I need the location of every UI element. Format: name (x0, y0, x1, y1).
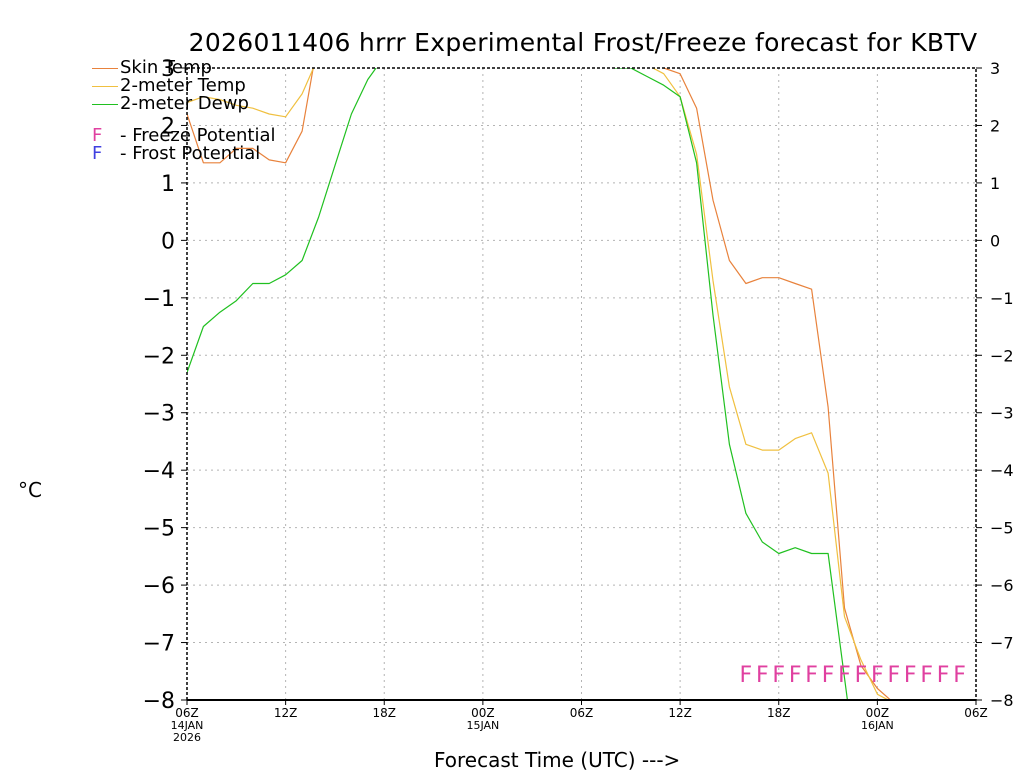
chart-title-text: 2026011406 hrrr Experimental Frost/Freez… (188, 28, 978, 57)
freeze-potential-mark: F (904, 663, 917, 688)
plot-frame (181, 67, 982, 705)
y-tick-label-right: −2 (990, 346, 1014, 365)
legend-item-2m-dewp: 2-meter Dewp (92, 95, 276, 113)
2m-temp-swatch (92, 85, 118, 87)
freeze-potential-mark: F (953, 663, 966, 688)
2m-dewp-swatch (92, 103, 118, 105)
plot-border (186, 67, 977, 701)
x-tick-label: 18Z (767, 706, 791, 720)
y-tick-label-right: −3 (990, 404, 1014, 423)
y-tick-label-left: 2 (161, 114, 175, 139)
frost-letter: F (92, 143, 103, 164)
series-line-2-meter-temp (187, 68, 890, 700)
x-tick-label: 06Z (175, 706, 199, 720)
x-axis-label: Forecast Time (UTC) ---> (434, 748, 681, 772)
x-tick-label: 00Z (866, 706, 890, 720)
x-tick-label: 12Z (274, 706, 298, 720)
y-tick-label-left: −7 (143, 632, 175, 657)
y-tick-label-right: −5 (990, 519, 1014, 538)
freeze-potential-mark: F (855, 663, 868, 688)
y-tick-label-right: −1 (990, 289, 1014, 308)
legend-label-2m-dewp: 2-meter Dewp (120, 93, 249, 114)
freeze-potential-mark: F (887, 663, 900, 688)
y-tick-label-right: −7 (990, 634, 1014, 653)
legend-label-2m-temp: 2-meter Temp (120, 75, 246, 96)
y-tick-label-left: −6 (143, 574, 175, 599)
x-tick-label: 00Z (471, 706, 495, 720)
x-tick-label: 18Z (373, 706, 397, 720)
y-tick-label-right: 3 (990, 59, 1000, 78)
y-tick-label-right: 2 (990, 116, 1000, 135)
legend-label-skin-temp: Skin Temp (120, 57, 212, 78)
chart-title: 2026011406 hrrr Experimental Frost/Freez… (0, 28, 1024, 57)
freeze-potential-mark: F (822, 663, 835, 688)
legend-item-2m-temp: 2-meter Temp (92, 77, 276, 95)
series-line-2-meter-dewp (187, 68, 849, 700)
freeze-potential-mark: F (871, 663, 884, 688)
freeze-potential-mark: F (805, 663, 818, 688)
y-tick-label-left: −5 (143, 517, 175, 542)
y-tick-label-right: −4 (990, 461, 1014, 480)
x-tick-label: 12Z (668, 706, 692, 720)
y-tick-label-left: −3 (143, 402, 175, 427)
legend: Skin Temp 2-meter Temp 2-meter Dewp F - F… (92, 59, 276, 163)
y-tick-label-right: −8 (990, 691, 1014, 710)
y-tick-label-left: −8 (143, 689, 175, 714)
x-tick-label: 14JAN (171, 719, 204, 732)
skin-temp-swatch (92, 67, 118, 69)
freeze-potential-mark: F (838, 663, 851, 688)
freeze-potential-mark: F (756, 663, 769, 688)
x-tick-label: 06Z (964, 706, 988, 720)
legend-item-frost: F - Frost Potential (92, 145, 276, 163)
legend-item-freeze: F - Freeze Potential (92, 127, 276, 145)
legend-label-freeze: - Freeze Potential (120, 125, 276, 146)
x-tick-label: 16JAN (861, 719, 894, 732)
freeze-letter: F (92, 125, 103, 146)
series-line-skin-temp (187, 68, 892, 700)
y-tick-label-right: −6 (990, 576, 1014, 595)
freeze-potential-mark: F (772, 663, 785, 688)
y-tick-label-left: −1 (143, 287, 175, 312)
x-tick-label: 15JAN (466, 719, 499, 732)
y-tick-label-left: 0 (161, 229, 175, 254)
y-tick-label-left: 3 (161, 57, 175, 82)
x-tick-label: 2026 (173, 731, 201, 744)
y-tick-label-left: −4 (143, 459, 175, 484)
tick-labels-layer: −8 −8 −7 −7 −6 −6 −5 −5 −4 −4 −3 −3 −2 −2 −1 −1 0 0 1 1 2 2 3 3… (143, 57, 1014, 744)
series-layer (187, 68, 892, 700)
legend-label-frost: - Frost Potential (120, 143, 261, 164)
freeze-potential-mark: F (740, 663, 753, 688)
legend-item-skin-temp: Skin Temp (92, 59, 276, 77)
grid-layer (187, 68, 976, 700)
freeze-potential-mark: F (937, 663, 950, 688)
y-tick-label-right: 1 (990, 174, 1000, 193)
y-tick-label-left: −2 (143, 344, 175, 369)
freeze-potential-mark: F (789, 663, 802, 688)
y-axis-unit-label: °C (18, 478, 42, 502)
y-tick-label-right: 0 (990, 231, 1000, 250)
x-tick-label: 06Z (570, 706, 594, 720)
y-tick-label-left: 1 (161, 172, 175, 197)
freeze-potential-mark: F (920, 663, 933, 688)
